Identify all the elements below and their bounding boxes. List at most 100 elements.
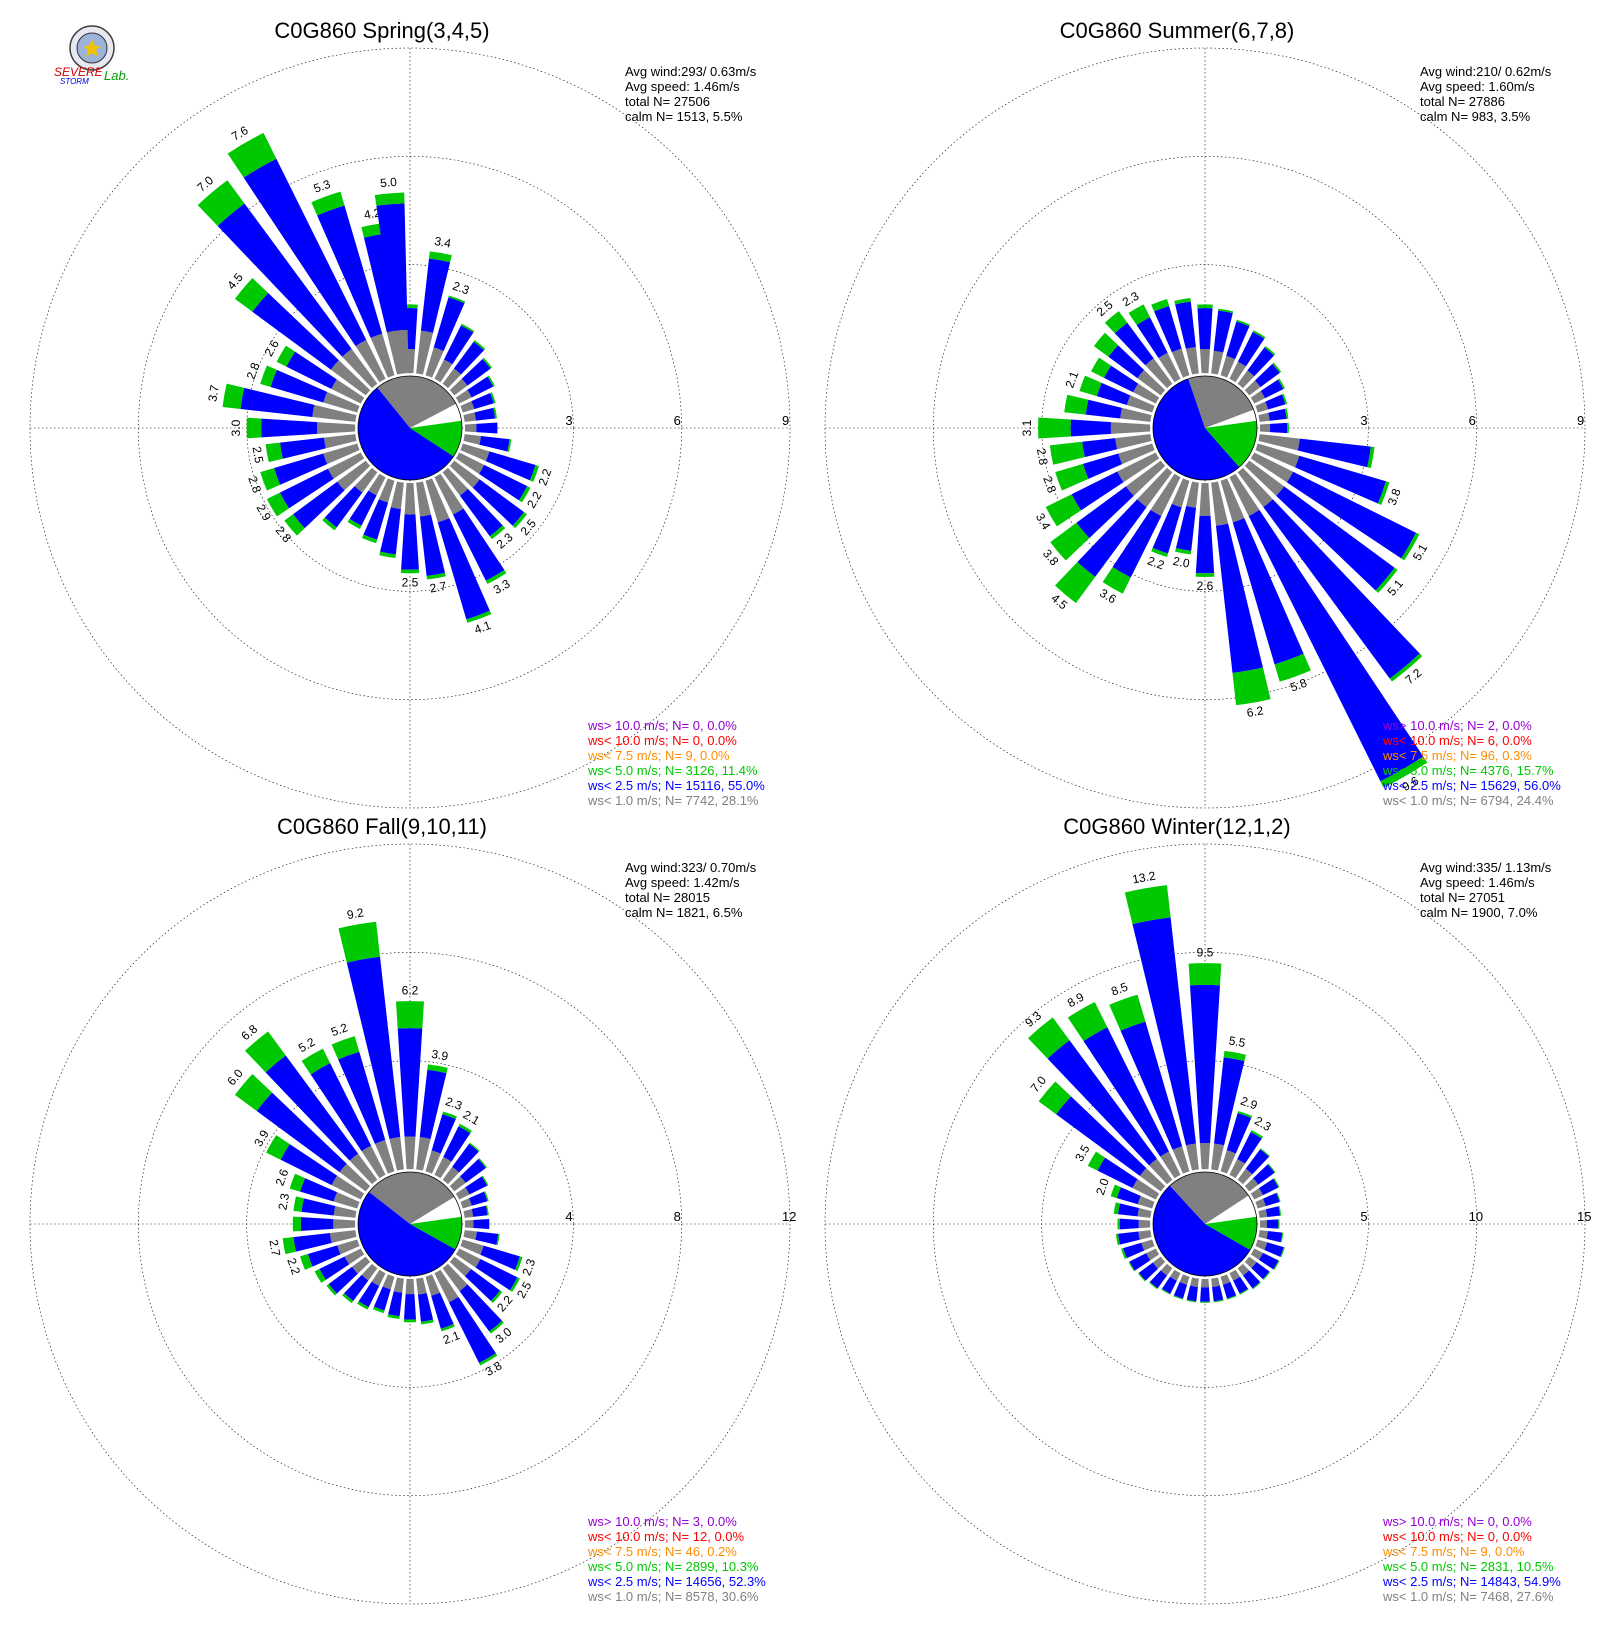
calm-pie-slice: [410, 420, 462, 457]
wind-bar-gray: [312, 404, 357, 422]
wind-bar-green: [1281, 393, 1288, 405]
legend-entry: ws< 7.5 m/s; N= 96, 0.3%: [1382, 748, 1532, 763]
wind-bar-blue: [1259, 1178, 1279, 1196]
legend-entry: ws< 10.0 m/s; N= 12, 0.0%: [587, 1529, 745, 1544]
wind-bar-gray: [405, 1278, 415, 1295]
bar-value-label: 6.0: [224, 1066, 246, 1088]
wind-bar-green: [1223, 1050, 1246, 1062]
wind-bar-gray: [1152, 1256, 1166, 1269]
wind-bar-blue: [310, 1063, 372, 1152]
wind-bar-gray: [333, 1192, 360, 1209]
stats-line: total N= 28015: [625, 890, 710, 905]
wind-bar: [455, 375, 495, 404]
wind-bar-green: [396, 1001, 424, 1029]
calm-pie: [1152, 1171, 1258, 1277]
wind-bar: [1186, 1277, 1199, 1303]
wind-bar-blue: [1082, 438, 1118, 458]
wind-bar: [464, 422, 498, 434]
chart-title: C0G860 Fall(9,10,11): [277, 814, 487, 839]
wind-bar-green: [426, 572, 446, 580]
wind-bar-gray: [1149, 1158, 1173, 1185]
wind-bar: [234, 1074, 371, 1192]
wind-bar: [357, 1269, 386, 1310]
bar-value-label: 5.3: [312, 177, 333, 196]
wind-bar-green: [1173, 1295, 1184, 1300]
legend-entry: ws< 2.5 m/s; N= 15629, 56.0%: [1382, 778, 1561, 793]
wind-bar: [416, 251, 452, 375]
wind-bar: [1138, 1256, 1166, 1282]
wind-bar: [1229, 1269, 1249, 1295]
wind-bar-green: [266, 1135, 290, 1160]
wind-bar-green: [1377, 481, 1390, 505]
wind-bar-blue: [349, 490, 377, 526]
calm-circle: [357, 1171, 463, 1277]
wind-bar-blue: [1215, 523, 1263, 673]
wind-bar: [442, 467, 506, 540]
bar-value-label: 2.0: [1172, 554, 1191, 571]
wind-bar-gray: [329, 1230, 357, 1243]
wind-bar: [1220, 319, 1251, 378]
stats-line: calm N= 1513, 5.5%: [625, 109, 743, 124]
calm-pie-slice: [1188, 376, 1254, 428]
wind-bar-blue: [1254, 363, 1280, 388]
wind-bar-gray: [463, 434, 481, 445]
wind-bar: [1087, 1151, 1160, 1200]
wind-bar-green: [234, 278, 269, 312]
wind-bar: [1250, 1177, 1280, 1200]
wind-bar-gray: [434, 1156, 452, 1179]
wind-bar-blue: [300, 1217, 334, 1231]
wind-bar-green: [1188, 963, 1222, 986]
legend-entry: ws< 10.0 m/s; N= 0, 0.0%: [587, 733, 737, 748]
wind-bar-gray: [1229, 1159, 1246, 1179]
wind-bar-blue: [476, 422, 498, 434]
wind-bar-blue: [1123, 1242, 1145, 1259]
logo-text-severe: SEVERE: [54, 65, 104, 79]
wind-bar-blue: [388, 1291, 403, 1317]
wind-bar: [331, 1036, 395, 1174]
wind-bar-blue: [1056, 1096, 1147, 1176]
wind-bar-green: [1280, 1247, 1285, 1258]
wind-bar-gray: [1201, 1278, 1209, 1288]
wind-bar-gray: [1137, 370, 1166, 396]
wind-bar-gray: [1160, 1263, 1173, 1276]
wind-bar: [1237, 1148, 1270, 1185]
calm-pie-slice: [1205, 420, 1257, 468]
wind-bar-gray: [374, 1140, 395, 1174]
stats-line: total N= 27886: [1420, 94, 1505, 109]
wind-bar-blue: [293, 1232, 332, 1252]
wind-bar-blue: [397, 1028, 423, 1137]
wind-bar: [1161, 1269, 1181, 1295]
wind-bar-green: [1117, 1218, 1120, 1230]
wind-bar-gray: [1211, 481, 1229, 526]
legend-entry: ws< 10.0 m/s; N= 6, 0.0%: [1382, 733, 1532, 748]
wind-bar-gray: [1259, 423, 1271, 433]
legend-entry: ws< 10.0 m/s; N= 0, 0.0%: [1382, 1529, 1532, 1544]
legend-entry: ws< 1.0 m/s; N= 8578, 30.6%: [587, 1589, 759, 1604]
bar-value-label: 4.1: [472, 618, 493, 637]
wind-bar-gray: [1120, 407, 1152, 422]
ring-label: 4: [565, 1209, 572, 1224]
wind-bar: [311, 191, 395, 378]
wind-bar-green: [507, 439, 512, 452]
wind-bar: [1259, 1219, 1280, 1229]
wind-bar-green: [1151, 299, 1170, 312]
wind-bar: [442, 1263, 504, 1334]
wind-bar-green: [289, 1173, 306, 1192]
calm-pie-slice: [1205, 1216, 1257, 1250]
wind-bar: [1255, 1239, 1285, 1258]
bar-value-label: 4.5: [224, 270, 246, 292]
bar-value-label: 3.1: [1020, 419, 1034, 436]
wind-bar-green: [282, 1237, 296, 1255]
bar-value-label: 5.0: [380, 175, 398, 190]
wind-bar-gray: [1138, 1230, 1152, 1240]
wind-bar-gray: [349, 1153, 378, 1185]
wind-bar-blue: [1226, 321, 1250, 360]
bar-value-label: 2.3: [444, 1094, 465, 1113]
wind-bar: [260, 365, 360, 413]
wind-bar-gray: [1126, 395, 1155, 413]
bar-value-label: 2.8: [245, 474, 264, 495]
wind-bar-green: [1276, 1192, 1281, 1203]
wind-bar-gray: [1237, 467, 1273, 508]
calm-pie-slice: [357, 387, 454, 481]
